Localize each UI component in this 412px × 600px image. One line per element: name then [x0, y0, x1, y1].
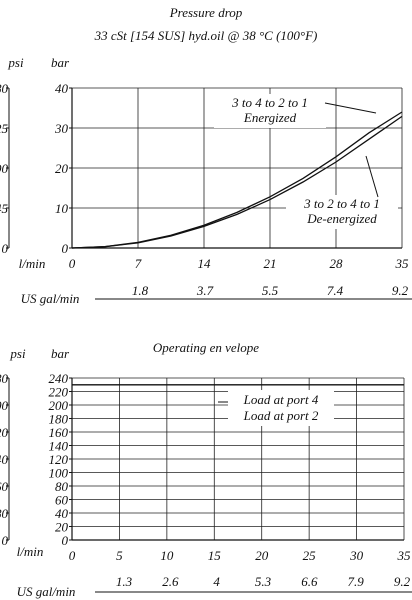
chart1-y-tick-label: 40	[55, 81, 69, 96]
chart2-y-tick-label: 60	[55, 493, 69, 508]
chart2-alt-y-tick-label: 2320	[0, 425, 9, 440]
chart2-alt-y-tick-label: 1740	[0, 452, 9, 467]
chart2-x-tick-labels: 0 5 10 15 20 25 30 35	[69, 548, 411, 563]
chart2-y-tick-label: 20	[55, 520, 69, 535]
chart1-annotation-box-deenergized	[286, 195, 398, 229]
chart2-x-tick-label: 5	[116, 548, 123, 563]
chart1-title: Pressure drop	[169, 5, 243, 20]
chart2-y-axis-label: bar	[51, 346, 70, 361]
chart2-alt-x-tick-label: 7.9	[348, 574, 365, 589]
chart1-alt-y-tick-label: 290	[0, 161, 9, 176]
chart1-alt-y-axis-label: psi	[7, 55, 24, 70]
chart1-y-tick-label: 10	[55, 201, 69, 216]
chart2-x-axis-label: l/min	[17, 544, 44, 559]
chart2-y-tick-label: 220	[49, 385, 69, 400]
chart1-alt-y-tick-label: 580	[0, 81, 9, 96]
chart2-alt-x-tick-label: 5.3	[255, 574, 272, 589]
chart1-annotation-energized-line2: Energized	[243, 110, 297, 125]
chart2-alt-y-axis-label: psi	[9, 346, 26, 361]
chart1-alt-x-axis-label: US gal/min	[21, 291, 80, 306]
chart1-x-tick-label: 35	[395, 256, 410, 271]
chart2-alt-y-tick-label: 1160	[0, 479, 8, 494]
chart1-alt-x-tick-label: 7.4	[327, 283, 344, 298]
chart1-alt-x-tick-label: 9.2	[392, 283, 409, 298]
chart2-x-tick-label: 30	[349, 548, 364, 563]
chart2-y-tick-label: 100	[49, 466, 69, 481]
chart2-x-tick-label: 35	[397, 548, 412, 563]
chart1-y-tick-label: 0	[62, 241, 69, 256]
chart2-alt-y-tick-label: 580	[0, 506, 9, 521]
chart1-x-axis-label: l/min	[19, 256, 46, 271]
chart1-subtitle: 33 cSt [154 SUS] hyd.oil @ 38 °C (100°F)	[94, 28, 318, 43]
chart1-series	[71, 111, 403, 249]
chart1-y-tick-label: 20	[55, 161, 69, 176]
chart1-y-tick-labels: 0 10 20 30 40	[54, 81, 69, 256]
chart1-annotation-energized-line1: 3 to 4 to 2 to 1	[231, 95, 308, 110]
chart1-x-tick-label: 7	[135, 256, 142, 271]
chart1-x-tick-label: 28	[330, 256, 344, 271]
chart2-y-tick-label: 80	[55, 479, 69, 494]
chart1-series-line	[71, 115, 403, 249]
chart2-x-tick-label: 10	[160, 548, 174, 563]
chart1-x-tick-label: 14	[198, 256, 212, 271]
pressure-drop-chart: Pressure drop 33 cSt [154 SUS] hyd.oil @…	[0, 5, 412, 306]
chart2-x-tick-label: 15	[208, 548, 222, 563]
chart2-y-tick-label: 160	[49, 425, 69, 440]
chart1-alt-x-tick-label: 5.5	[262, 283, 279, 298]
operating-envelope-chart: Operating en velope psi bar 020406080100…	[0, 340, 412, 599]
chart1-alt-x-tick-label: 3.7	[196, 283, 214, 298]
chart2-alt-x-tick-labels: 1.3 2.6 4 5.3 6.6 7.9 9.2	[116, 574, 411, 589]
chart2-alt-x-axis-label: US gal/min	[17, 584, 76, 599]
chart1-alt-x-tick-labels: 1.8 3.7 5.5 7.4 9.2	[132, 283, 409, 298]
chart2-title: Operating en velope	[153, 340, 259, 355]
chart1-y-axis-label: bar	[51, 55, 70, 70]
chart1-alt-y-tick-label: 425	[0, 121, 9, 136]
chart2-x-tick-label: 25	[303, 548, 317, 563]
chart1-energized-leader	[324, 102, 377, 114]
chart2-y-tick-label: 240	[49, 371, 69, 386]
chart2-y-tick-label: 180	[49, 412, 69, 427]
chart2-annotation-line2: Load at port 2	[243, 408, 319, 423]
chart2-alt-y-tick-labels: 0 580 1160 1740 2320 2900 3480	[0, 371, 9, 548]
chart2-axes	[6, 377, 404, 541]
chart2-y-tick-label: 120	[49, 452, 69, 467]
chart2-alt-x-tick-label: 4	[213, 574, 220, 589]
chart2-alt-x-tick-label: 1.3	[116, 574, 133, 589]
chart1-alt-y-tick-label: 145	[0, 201, 9, 216]
chart1-axes	[6, 87, 402, 249]
chart2-alt-y-tick-label: 3480	[0, 371, 9, 386]
chart2-y-tick-label: 0	[62, 533, 69, 548]
chart1-x-tick-labels: 0 7 14 21 28 35	[69, 256, 409, 271]
chart1-annotation-box-energized	[214, 94, 326, 128]
chart1-annotation-deenergized-line2: De-energized	[306, 211, 377, 226]
chart2-alt-y-tick-label: 0	[2, 533, 9, 548]
chart2-alt-x-tick-label: 2.6	[162, 574, 179, 589]
chart1-y-tick-label: 30	[54, 121, 69, 136]
chart2-y-tick-label: 200	[49, 398, 69, 413]
chart2-annotation-box	[228, 390, 334, 426]
chart2-annotation-line1: Load at port 4	[243, 392, 319, 407]
chart1-deenergized-leader	[365, 155, 379, 198]
chart1-alt-x-tick-label: 1.8	[132, 283, 149, 298]
chart2-y-tick-label: 140	[49, 439, 69, 454]
chart2-y-tick-label: 40	[55, 506, 69, 521]
chart1-x-tick-label: 21	[264, 256, 277, 271]
chart1-x-tick-label: 0	[69, 256, 76, 271]
chart2-alt-x-tick-label: 6.6	[301, 574, 318, 589]
chart2-x-tick-label: 0	[69, 548, 76, 563]
chart2-alt-x-tick-label: 9.2	[394, 574, 411, 589]
chart1-alt-y-tick-label: 0	[2, 241, 9, 256]
chart1-annotation-deenergized-line1: 3 to 2 to 4 to 1	[303, 196, 380, 211]
chart1-alt-y-tick-labels: 0 145 290 425 580	[0, 81, 9, 256]
chart2-x-tick-label: 20	[255, 548, 269, 563]
chart2-alt-y-tick-label: 2900	[0, 398, 9, 413]
